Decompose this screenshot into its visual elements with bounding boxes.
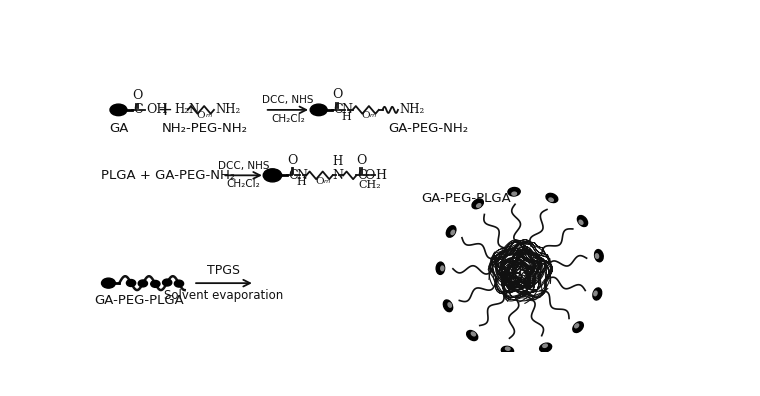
Ellipse shape (138, 280, 147, 287)
Text: TPGS: TPGS (207, 264, 240, 277)
Ellipse shape (467, 331, 478, 341)
Ellipse shape (436, 262, 445, 274)
Text: H: H (333, 155, 343, 168)
Ellipse shape (512, 192, 517, 195)
Text: H: H (297, 177, 306, 187)
Text: C: C (333, 103, 343, 116)
Ellipse shape (446, 226, 456, 237)
Text: Solvent evaporation: Solvent evaporation (164, 289, 283, 301)
Text: O: O (332, 88, 342, 101)
Text: O: O (287, 154, 298, 167)
Text: H: H (375, 169, 386, 182)
Text: C: C (289, 169, 298, 182)
Ellipse shape (505, 347, 510, 350)
Text: N: N (332, 169, 344, 182)
Text: CH₂Cl₂: CH₂Cl₂ (271, 114, 305, 124)
Text: OH: OH (146, 103, 167, 116)
Ellipse shape (594, 249, 603, 262)
Ellipse shape (549, 198, 553, 202)
Ellipse shape (174, 280, 184, 287)
Text: CH₂: CH₂ (358, 180, 381, 190)
Text: O: O (356, 154, 366, 167)
Ellipse shape (579, 220, 583, 224)
Text: O: O (131, 89, 142, 102)
Ellipse shape (110, 104, 127, 116)
Text: DCC, NHS: DCC, NHS (262, 95, 314, 105)
Ellipse shape (578, 215, 587, 227)
Ellipse shape (502, 346, 514, 355)
Text: $_m$: $_m$ (369, 111, 378, 120)
Text: PLGA + GA-PEG-NH₂: PLGA + GA-PEG-NH₂ (101, 169, 235, 182)
Ellipse shape (594, 291, 597, 296)
Ellipse shape (263, 169, 282, 182)
Text: O: O (364, 169, 375, 182)
Ellipse shape (102, 278, 116, 288)
Ellipse shape (508, 188, 520, 196)
Text: C: C (133, 103, 143, 116)
Ellipse shape (451, 230, 454, 234)
Ellipse shape (593, 288, 602, 300)
Text: O: O (315, 177, 324, 186)
Ellipse shape (472, 199, 483, 209)
Text: DCC, NHS: DCC, NHS (218, 161, 269, 171)
Text: N: N (341, 103, 352, 116)
Ellipse shape (448, 303, 451, 307)
Ellipse shape (543, 344, 547, 347)
Ellipse shape (575, 324, 578, 328)
Ellipse shape (540, 343, 552, 352)
Text: CH₂Cl₂: CH₂Cl₂ (226, 179, 261, 189)
Ellipse shape (443, 300, 453, 312)
Text: GA-PEG-PLGA: GA-PEG-PLGA (94, 293, 184, 307)
Text: H: H (341, 112, 351, 122)
Ellipse shape (573, 322, 584, 333)
Text: GA: GA (109, 122, 128, 135)
Text: C: C (357, 169, 366, 182)
Text: $_m$: $_m$ (323, 177, 331, 186)
Ellipse shape (477, 204, 481, 207)
Text: GA-PEG-NH₂: GA-PEG-NH₂ (388, 122, 468, 135)
Text: NH₂-PEG-NH₂: NH₂-PEG-NH₂ (162, 122, 248, 135)
Text: +: + (157, 101, 173, 119)
Ellipse shape (441, 266, 444, 270)
Text: O: O (361, 111, 370, 120)
Ellipse shape (310, 104, 327, 116)
Ellipse shape (126, 280, 136, 286)
Text: GA-PEG-PLGA: GA-PEG-PLGA (422, 192, 511, 205)
Ellipse shape (150, 280, 160, 287)
Ellipse shape (595, 254, 599, 258)
Text: H₂N: H₂N (174, 103, 199, 116)
Text: $_m$: $_m$ (204, 111, 213, 120)
Ellipse shape (471, 332, 476, 336)
Text: NH₂: NH₂ (216, 103, 241, 116)
Ellipse shape (546, 193, 558, 202)
Ellipse shape (163, 279, 172, 286)
Text: NH₂: NH₂ (400, 103, 425, 116)
Text: O: O (197, 111, 205, 120)
Text: N: N (296, 169, 307, 182)
